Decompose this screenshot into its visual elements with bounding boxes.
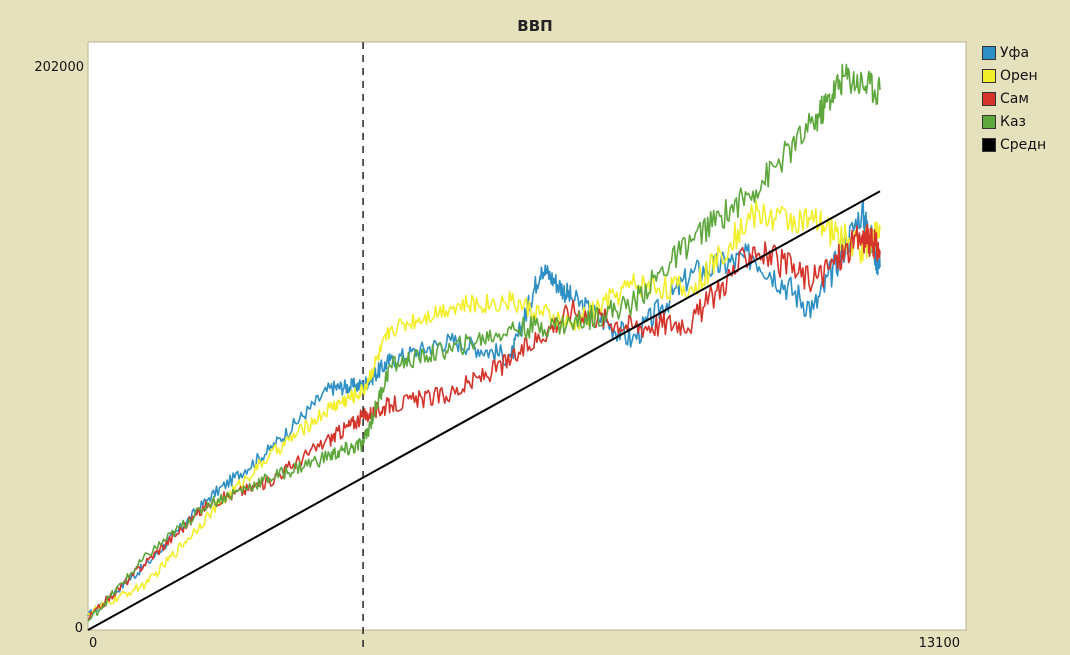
- chart-title: ВВП: [517, 17, 553, 35]
- legend-swatch: [982, 137, 996, 152]
- legend-item: Каз: [982, 110, 1046, 133]
- y-tick-label: 202000: [34, 60, 84, 75]
- legend: Уфа Орен Сам Каз Средн: [982, 41, 1046, 156]
- legend-item: Сам: [982, 87, 1046, 110]
- legend-label: Средн: [1000, 136, 1047, 153]
- legend-label: Орен: [1000, 67, 1038, 84]
- legend-item: Уфа: [982, 41, 1046, 64]
- legend-label: Каз: [1000, 113, 1026, 130]
- series-line: [87, 200, 881, 617]
- x-tick-label: 13100: [919, 636, 960, 651]
- legend-item: Средн: [982, 133, 1046, 156]
- legend-swatch: [982, 45, 996, 60]
- legend-swatch: [982, 68, 996, 83]
- x-tick-label: 0: [89, 636, 97, 651]
- legend-swatch: [982, 91, 996, 106]
- series-line: [87, 63, 881, 623]
- legend-item: Орен: [982, 64, 1046, 87]
- series-line: [87, 190, 881, 631]
- legend-label: Уфа: [1000, 44, 1030, 61]
- legend-swatch: [982, 114, 996, 129]
- legend-label: Сам: [1000, 90, 1029, 107]
- y-tick-label: 0: [75, 621, 83, 636]
